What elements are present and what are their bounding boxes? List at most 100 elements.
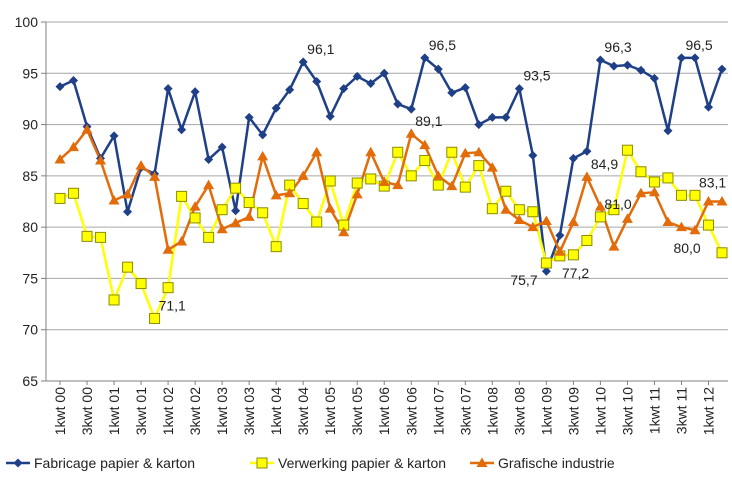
series-line [59, 55, 724, 272]
marker [501, 112, 511, 122]
marker [405, 128, 417, 138]
marker [675, 221, 687, 232]
marker [540, 215, 552, 225]
legend-label: Fabricage papier & karton [34, 455, 195, 471]
y-tick-label: 65 [22, 373, 38, 389]
marker [528, 150, 538, 160]
legend-item: Grafische industrie [470, 455, 615, 471]
x-tick-label: 3kwt 00 [79, 387, 95, 435]
marker [420, 53, 430, 63]
marker [324, 203, 336, 213]
marker [285, 85, 295, 95]
marker [297, 170, 309, 180]
marker [257, 150, 269, 161]
marker [500, 204, 512, 214]
marker [311, 146, 323, 157]
marker [446, 180, 458, 191]
marker [406, 104, 416, 114]
marker [339, 84, 349, 94]
marker [55, 82, 65, 92]
marker [432, 179, 444, 191]
y-tick-label: 95 [22, 65, 38, 81]
marker [135, 160, 147, 170]
x-tick-label: 1kwt 05 [322, 387, 338, 435]
marker [609, 61, 619, 71]
marker [582, 146, 592, 156]
data-label: 71,1 [159, 297, 186, 313]
marker [554, 246, 566, 256]
legend-label: Grafische industrie [498, 455, 615, 471]
marker [95, 154, 107, 165]
marker [177, 125, 187, 135]
marker [581, 234, 593, 246]
marker [163, 84, 173, 94]
x-tick-label: 3kwt 09 [565, 387, 581, 435]
x-tick-label: 1kwt 04 [268, 387, 284, 435]
marker [675, 189, 687, 201]
marker [392, 146, 404, 158]
x-tick-label: 3kwt 03 [241, 387, 257, 435]
marker [270, 241, 282, 253]
x-tick-label: 1kwt 11 [646, 387, 662, 434]
marker [608, 204, 620, 216]
marker [487, 112, 497, 122]
marker [447, 88, 457, 98]
marker [433, 64, 443, 74]
marker [473, 160, 485, 172]
legend-item: Fabricage papier & karton [6, 455, 195, 471]
marker [446, 146, 458, 158]
marker [405, 170, 417, 182]
marker [203, 179, 215, 190]
marker [486, 162, 498, 172]
marker [648, 186, 660, 197]
marker [662, 172, 674, 184]
marker [594, 201, 606, 211]
marker [568, 153, 578, 163]
marker [95, 231, 107, 243]
marker [527, 206, 539, 218]
marker [555, 230, 565, 240]
marker [608, 241, 620, 251]
marker [135, 278, 147, 290]
marker [54, 153, 66, 164]
data-label: 83,1 [699, 174, 726, 190]
marker [621, 213, 633, 223]
marker [231, 206, 241, 216]
marker [690, 53, 700, 63]
x-tick-label: 3kwt 08 [511, 387, 527, 435]
x-tick-label: 1kwt 10 [592, 387, 608, 435]
marker [595, 55, 605, 65]
marker [176, 236, 188, 246]
marker [257, 207, 269, 219]
marker [460, 83, 470, 93]
marker [689, 189, 701, 201]
data-label: 84,9 [591, 156, 618, 172]
marker [581, 171, 593, 181]
y-tick-label: 85 [22, 168, 38, 184]
marker [68, 141, 80, 152]
x-tick-label: 1kwt 02 [160, 387, 176, 435]
marker [676, 53, 686, 63]
x-tick-label: 3kwt 02 [187, 387, 203, 435]
x-tick-label: 3kwt 06 [403, 387, 419, 435]
marker [635, 166, 647, 178]
marker [298, 57, 308, 67]
marker [379, 68, 389, 78]
marker [204, 154, 214, 164]
data-label: 96,3 [604, 39, 631, 55]
y-tick-label: 75 [22, 270, 38, 286]
marker [203, 231, 215, 243]
marker [189, 201, 201, 211]
marker [352, 71, 362, 81]
marker [474, 120, 484, 130]
marker [258, 130, 268, 140]
x-tick-label: 3kwt 04 [295, 387, 311, 435]
marker [351, 177, 363, 189]
marker [365, 173, 377, 185]
x-tick-label: 3kwt 07 [457, 387, 473, 435]
marker [311, 216, 323, 228]
marker [459, 147, 471, 158]
x-tick-label: 1kwt 12 [700, 387, 716, 435]
marker [476, 457, 488, 467]
x-tick-label: 1kwt 09 [538, 387, 554, 435]
